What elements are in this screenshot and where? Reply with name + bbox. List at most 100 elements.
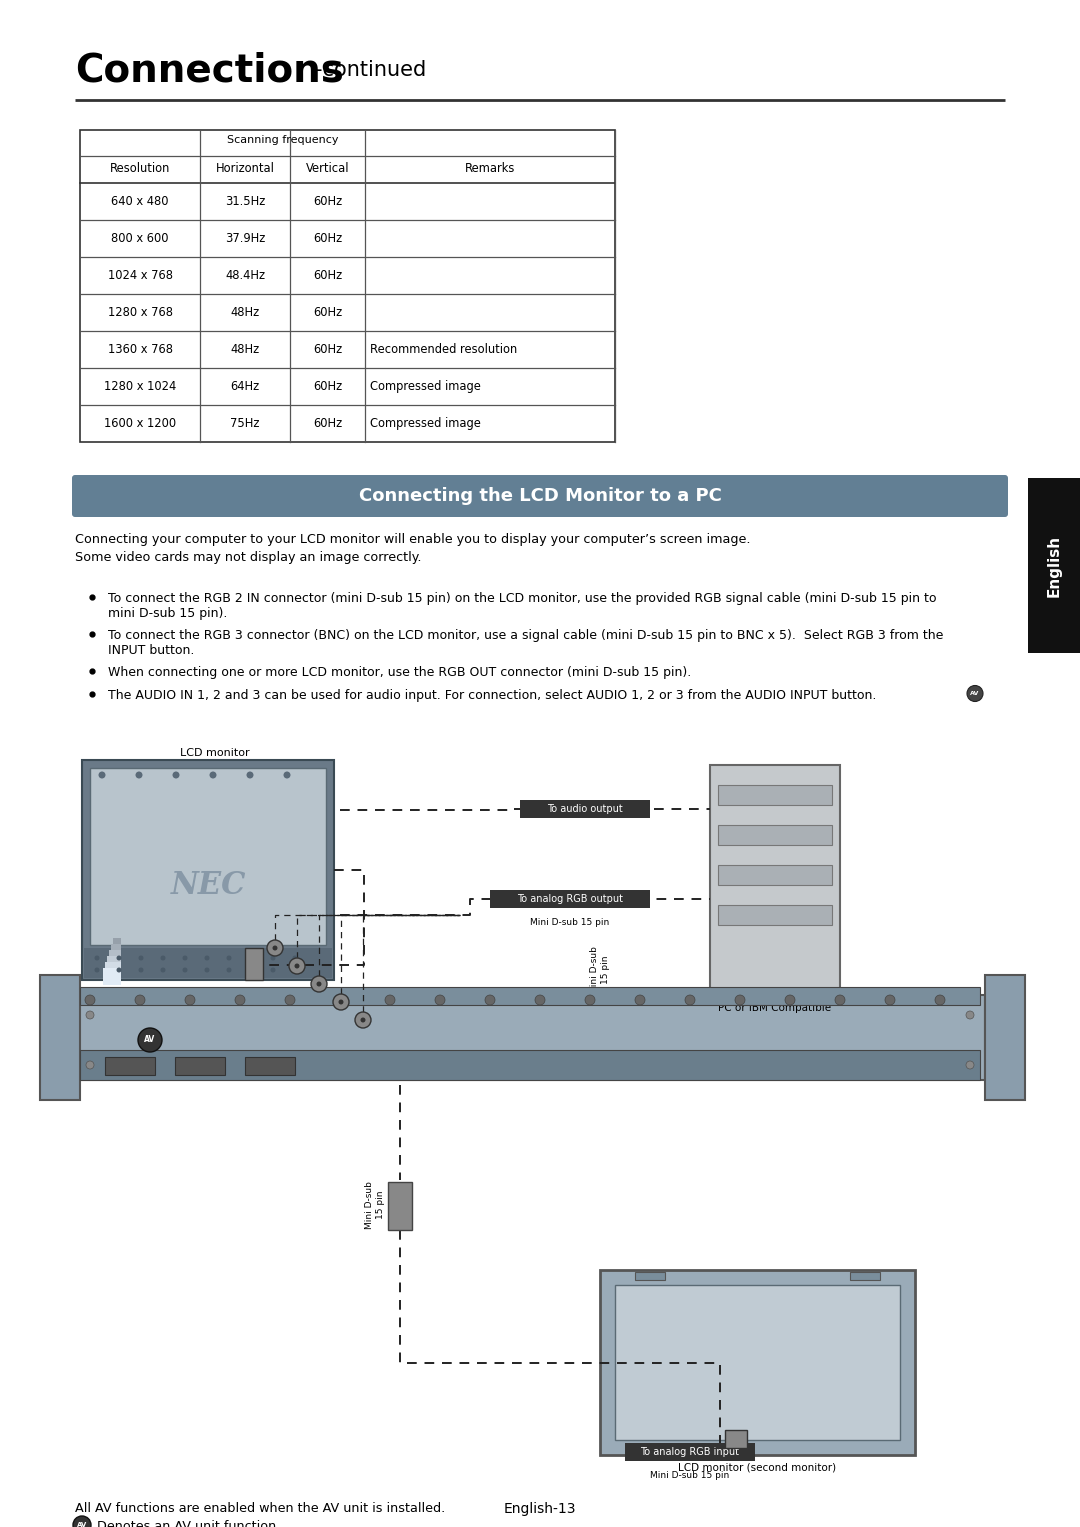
Text: 48.4Hz: 48.4Hz — [225, 269, 265, 282]
Bar — [103, 968, 121, 985]
Text: 1280 x 768: 1280 x 768 — [108, 305, 173, 319]
Text: PC or IBM Compatible: PC or IBM Compatible — [718, 1003, 832, 1012]
Text: AV: AV — [145, 1035, 156, 1044]
Text: LCD monitor: LCD monitor — [180, 748, 249, 757]
Text: 1600 x 1200: 1600 x 1200 — [104, 417, 176, 431]
Circle shape — [485, 996, 495, 1005]
Text: 37.9Hz: 37.9Hz — [225, 232, 265, 244]
Bar — [105, 1057, 156, 1075]
Text: Mini D-sub
15 pin: Mini D-sub 15 pin — [591, 947, 610, 994]
Circle shape — [267, 941, 283, 956]
Text: BNC x 5: BNC x 5 — [319, 959, 329, 1000]
Text: Compressed image: Compressed image — [370, 417, 481, 431]
Bar — [490, 890, 650, 909]
Circle shape — [161, 968, 165, 973]
Circle shape — [210, 771, 216, 779]
Text: 640 x 480: 640 x 480 — [111, 195, 168, 208]
Circle shape — [138, 956, 144, 960]
Circle shape — [785, 996, 795, 1005]
Bar — [625, 1443, 755, 1461]
Text: INPUT button.: INPUT button. — [108, 643, 194, 657]
Bar — [1028, 478, 1080, 654]
Circle shape — [285, 996, 295, 1005]
Bar — [718, 906, 832, 925]
Text: 1360 x 768: 1360 x 768 — [108, 344, 173, 356]
Circle shape — [335, 996, 345, 1005]
Circle shape — [173, 771, 179, 779]
Bar — [80, 130, 615, 441]
Text: To analog RGB input: To analog RGB input — [640, 1448, 740, 1457]
Text: 1280 x 1024: 1280 x 1024 — [104, 380, 176, 392]
Bar — [80, 1051, 980, 1080]
Circle shape — [272, 945, 278, 950]
Text: English-13: English-13 — [503, 1503, 577, 1516]
Circle shape — [311, 976, 327, 993]
Circle shape — [585, 996, 595, 1005]
Text: LCD monitor (second monitor): LCD monitor (second monitor) — [678, 1463, 837, 1474]
Text: Recommended resolution: Recommended resolution — [370, 344, 517, 356]
Bar — [40, 976, 80, 1099]
Text: Scanning frequency: Scanning frequency — [227, 134, 338, 145]
Text: mini D-sub 15 pin).: mini D-sub 15 pin). — [108, 606, 228, 620]
Circle shape — [86, 1011, 94, 1019]
Text: 60Hz: 60Hz — [313, 195, 342, 208]
Circle shape — [316, 982, 322, 986]
Circle shape — [248, 956, 254, 960]
Circle shape — [289, 957, 305, 974]
Circle shape — [85, 996, 95, 1005]
Text: 48Hz: 48Hz — [230, 344, 259, 356]
Text: English: English — [1047, 534, 1062, 597]
Circle shape — [295, 964, 299, 968]
Circle shape — [435, 996, 445, 1005]
Circle shape — [270, 968, 275, 973]
Text: The AUDIO IN 1, 2 and 3 can be used for audio input. For connection, select AUDI: The AUDIO IN 1, 2 and 3 can be used for … — [108, 689, 876, 701]
Circle shape — [73, 1516, 91, 1527]
Text: To audio output: To audio output — [548, 805, 623, 814]
Circle shape — [835, 996, 845, 1005]
Bar — [985, 976, 1025, 1099]
Circle shape — [138, 1028, 162, 1052]
Bar — [80, 986, 980, 1005]
Circle shape — [204, 956, 210, 960]
Text: To connect the RGB 3 connector (BNC) on the LCD monitor, use a signal cable (min: To connect the RGB 3 connector (BNC) on … — [108, 629, 943, 641]
Bar — [245, 948, 264, 980]
Bar — [850, 1272, 880, 1280]
Bar — [111, 944, 121, 953]
Text: 31.5Hz: 31.5Hz — [225, 195, 265, 208]
Text: 60Hz: 60Hz — [313, 232, 342, 244]
Bar — [245, 1057, 295, 1075]
Bar — [84, 948, 332, 977]
Circle shape — [361, 1017, 365, 1023]
Circle shape — [535, 996, 545, 1005]
Circle shape — [227, 968, 231, 973]
Circle shape — [135, 996, 145, 1005]
Bar — [82, 760, 334, 980]
Bar — [600, 1270, 915, 1455]
Bar — [725, 1429, 747, 1448]
Text: To connect the RGB 2 IN connector (mini D-sub 15 pin) on the LCD monitor, use th: To connect the RGB 2 IN connector (mini … — [108, 592, 936, 605]
Text: 60Hz: 60Hz — [313, 269, 342, 282]
Text: Vertical: Vertical — [306, 162, 349, 176]
Bar — [75, 996, 985, 1080]
Text: Connecting the LCD Monitor to a PC: Connecting the LCD Monitor to a PC — [359, 487, 721, 505]
Text: AV: AV — [77, 1522, 87, 1527]
Circle shape — [966, 1011, 974, 1019]
Text: 48Hz: 48Hz — [230, 305, 259, 319]
Circle shape — [135, 771, 143, 779]
Circle shape — [246, 771, 254, 779]
Circle shape — [384, 996, 395, 1005]
Text: Remarks: Remarks — [464, 162, 515, 176]
Text: Resolution: Resolution — [110, 162, 171, 176]
Text: 60Hz: 60Hz — [313, 344, 342, 356]
Circle shape — [138, 968, 144, 973]
Circle shape — [98, 771, 106, 779]
Bar — [615, 1286, 900, 1440]
Circle shape — [270, 956, 275, 960]
Text: 60Hz: 60Hz — [313, 417, 342, 431]
Circle shape — [735, 996, 745, 1005]
Bar — [519, 800, 650, 818]
Text: Denotes an AV unit function.: Denotes an AV unit function. — [97, 1519, 281, 1527]
Circle shape — [293, 956, 297, 960]
Circle shape — [355, 1012, 372, 1028]
Circle shape — [95, 956, 99, 960]
